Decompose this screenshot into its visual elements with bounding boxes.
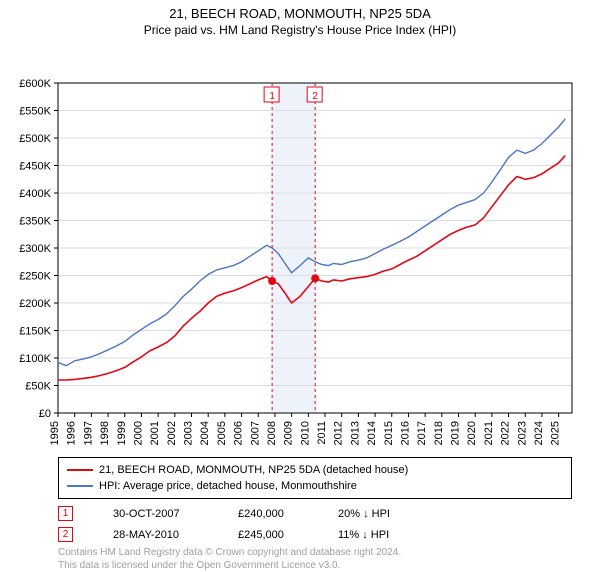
sale-price: £245,000 [238,529,308,541]
legend-swatch-2 [67,485,93,487]
svg-text:2006: 2006 [233,421,245,445]
svg-text:£350K: £350K [19,216,51,228]
svg-text:2018: 2018 [433,421,445,445]
svg-text:2020: 2020 [466,421,478,445]
svg-text:£600K: £600K [19,78,51,90]
svg-text:£200K: £200K [19,298,51,310]
svg-text:£550K: £550K [19,106,51,118]
legend-label: 21, BEECH ROAD, MONMOUTH, NP25 5DA (deta… [99,462,408,478]
legend-row: 21, BEECH ROAD, MONMOUTH, NP25 5DA (deta… [67,462,563,478]
svg-text:2: 2 [312,91,318,102]
chart: £0 £50K £100K £150K £200K £250K £300K £350K £400… [0,37,600,453]
attribution-line: Contains HM Land Registry data © Crown c… [58,547,572,560]
sale-price: £240,000 [238,508,308,520]
svg-text:2004: 2004 [199,421,211,445]
svg-text:2024: 2024 [533,421,545,445]
svg-text:2014: 2014 [366,421,378,445]
svg-text:2011: 2011 [316,421,328,445]
svg-text:1998: 1998 [99,421,111,445]
sales-table: 1 30-OCT-2007 £240,000 20% ↓ HPI 2 28-MA… [58,503,572,545]
svg-text:2008: 2008 [266,421,278,445]
svg-text:2003: 2003 [183,421,195,445]
svg-text:£0: £0 [39,408,51,420]
svg-text:£100K: £100K [19,353,51,365]
chart-svg: £0 £50K £100K £150K £200K £250K £300K £350K £400… [0,37,600,453]
sale-hpi: 11% ↓ HPI [338,529,389,541]
svg-text:£150K: £150K [19,326,51,338]
svg-text:2025: 2025 [550,421,562,445]
legend-row: HPI: Average price, detached house, Monm… [67,478,563,494]
svg-text:£300K: £300K [19,243,51,255]
svg-text:1997: 1997 [82,421,94,445]
sale-marker-1: 1 [58,506,73,521]
sales-row: 2 28-MAY-2010 £245,000 11% ↓ HPI [58,524,572,545]
svg-text:£250K: £250K [19,271,51,283]
svg-text:2022: 2022 [500,421,512,445]
sale-marker-2: 2 [58,527,73,542]
title-main: 21, BEECH ROAD, MONMOUTH, NP25 5DA [0,6,600,21]
svg-text:2021: 2021 [483,421,495,445]
svg-text:1996: 1996 [66,421,78,445]
legend: 21, BEECH ROAD, MONMOUTH, NP25 5DA (deta… [58,457,572,499]
svg-text:1: 1 [269,91,275,102]
svg-text:2000: 2000 [132,421,144,445]
svg-text:2016: 2016 [399,421,411,445]
svg-text:2015: 2015 [383,421,395,445]
svg-text:1999: 1999 [116,421,128,445]
svg-text:£50K: £50K [25,381,51,393]
svg-text:2001: 2001 [149,421,161,445]
sale-date: 28-MAY-2010 [113,529,208,541]
svg-text:2002: 2002 [166,421,178,445]
sale-hpi: 20% ↓ HPI [338,508,390,520]
sales-row: 1 30-OCT-2007 £240,000 20% ↓ HPI [58,503,572,524]
svg-text:2012: 2012 [333,421,345,445]
attribution-line: This data is licensed under the Open Gov… [58,560,572,572]
legend-swatch-1 [67,469,93,471]
svg-text:1995: 1995 [49,421,61,445]
svg-text:2023: 2023 [516,421,528,445]
legend-label: HPI: Average price, detached house, Monm… [99,478,357,494]
title-sub: Price paid vs. HM Land Registry's House … [0,21,600,37]
svg-text:£500K: £500K [19,133,51,145]
svg-text:2005: 2005 [216,421,228,445]
sale-date: 30-OCT-2007 [113,508,208,520]
svg-text:2010: 2010 [299,421,311,445]
svg-text:2009: 2009 [283,421,295,445]
svg-text:2013: 2013 [349,421,361,445]
svg-text:2007: 2007 [249,421,261,445]
svg-text:2019: 2019 [450,421,462,445]
svg-text:£400K: £400K [19,188,51,200]
svg-text:£450K: £450K [19,161,51,173]
svg-text:2017: 2017 [416,421,428,445]
